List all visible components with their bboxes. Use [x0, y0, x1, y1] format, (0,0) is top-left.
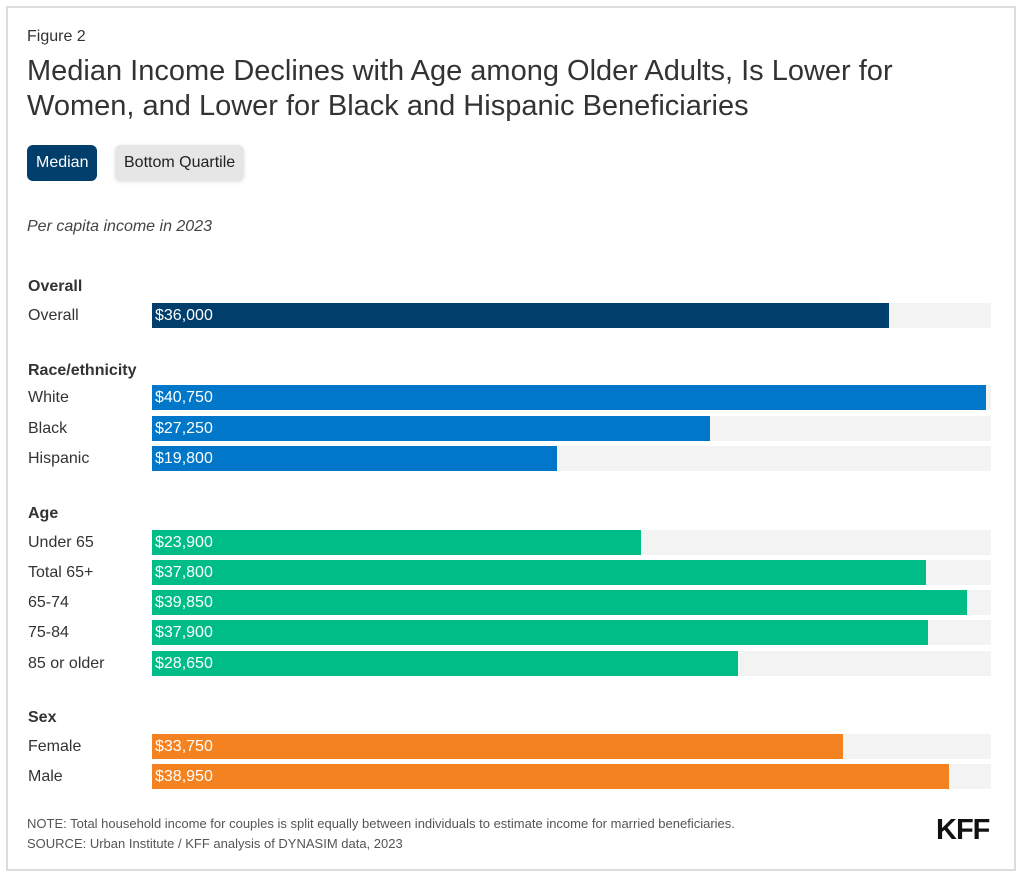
data-label: $40,750: [155, 389, 213, 406]
bar[interactable]: $37,800: [152, 560, 926, 585]
bar-track: $27,250: [152, 416, 991, 441]
bar[interactable]: $28,650: [152, 651, 738, 676]
data-label: $38,950: [155, 768, 213, 785]
bar[interactable]: $37,900: [152, 620, 928, 645]
data-label: $37,800: [155, 564, 213, 581]
bar[interactable]: $27,250: [152, 416, 710, 441]
category-label: Under 65: [28, 534, 94, 551]
bar-track: $28,650: [152, 651, 991, 676]
category-label: 65-74: [28, 594, 69, 611]
figure-label: Figure 2: [27, 28, 86, 45]
footnote: NOTE: Total household income for couples…: [27, 816, 735, 831]
bar-track: $38,950: [152, 764, 991, 789]
bar[interactable]: $36,000: [152, 303, 889, 328]
toggle-median[interactable]: Median: [27, 145, 98, 181]
bar-track: $39,850: [152, 590, 991, 615]
data-label: $37,900: [155, 624, 213, 641]
data-label: $33,750: [155, 738, 213, 755]
category-label: Overall: [28, 307, 79, 324]
category-label: 85 or older: [28, 655, 105, 672]
group-title: Age: [28, 505, 59, 522]
bar-track: $37,900: [152, 620, 991, 645]
bar[interactable]: $38,950: [152, 764, 949, 789]
bar-track: $40,750: [152, 385, 991, 410]
group-title: Race/ethnicity: [28, 362, 137, 379]
toggle-bottom-quartile[interactable]: Bottom Quartile: [115, 145, 245, 181]
bar[interactable]: $23,900: [152, 530, 641, 555]
bar[interactable]: $33,750: [152, 734, 843, 759]
kff-logo: KFF: [936, 814, 990, 846]
category-label: 75-84: [28, 624, 69, 641]
category-label: Male: [28, 768, 63, 785]
data-label: $27,250: [155, 420, 213, 437]
bar[interactable]: $40,750: [152, 385, 986, 410]
bar-track: $36,000: [152, 303, 991, 328]
source-note: SOURCE: Urban Institute / KFF analysis o…: [27, 836, 403, 851]
category-label: Total 65+: [28, 564, 94, 581]
data-label: $23,900: [155, 534, 213, 551]
chart-title: Median Income Declines with Age among Ol…: [27, 55, 893, 122]
chart-subtitle: Per capita income in 2023: [27, 218, 212, 235]
group-title: Overall: [28, 278, 83, 295]
data-label: $36,000: [155, 307, 213, 324]
category-label: White: [28, 389, 69, 406]
bar-track: $37,800: [152, 560, 991, 585]
bar-track: $23,900: [152, 530, 991, 555]
bar-track: $19,800: [152, 446, 991, 471]
bar[interactable]: $39,850: [152, 590, 967, 615]
category-label: Hispanic: [28, 450, 90, 467]
category-label: Female: [28, 738, 82, 755]
bar-track: $33,750: [152, 734, 991, 759]
data-label: $28,650: [155, 655, 213, 672]
group-title: Sex: [28, 709, 57, 726]
category-label: Black: [28, 420, 68, 437]
data-label: $19,800: [155, 450, 213, 467]
data-label: $39,850: [155, 594, 213, 611]
bar[interactable]: $19,800: [152, 446, 557, 471]
